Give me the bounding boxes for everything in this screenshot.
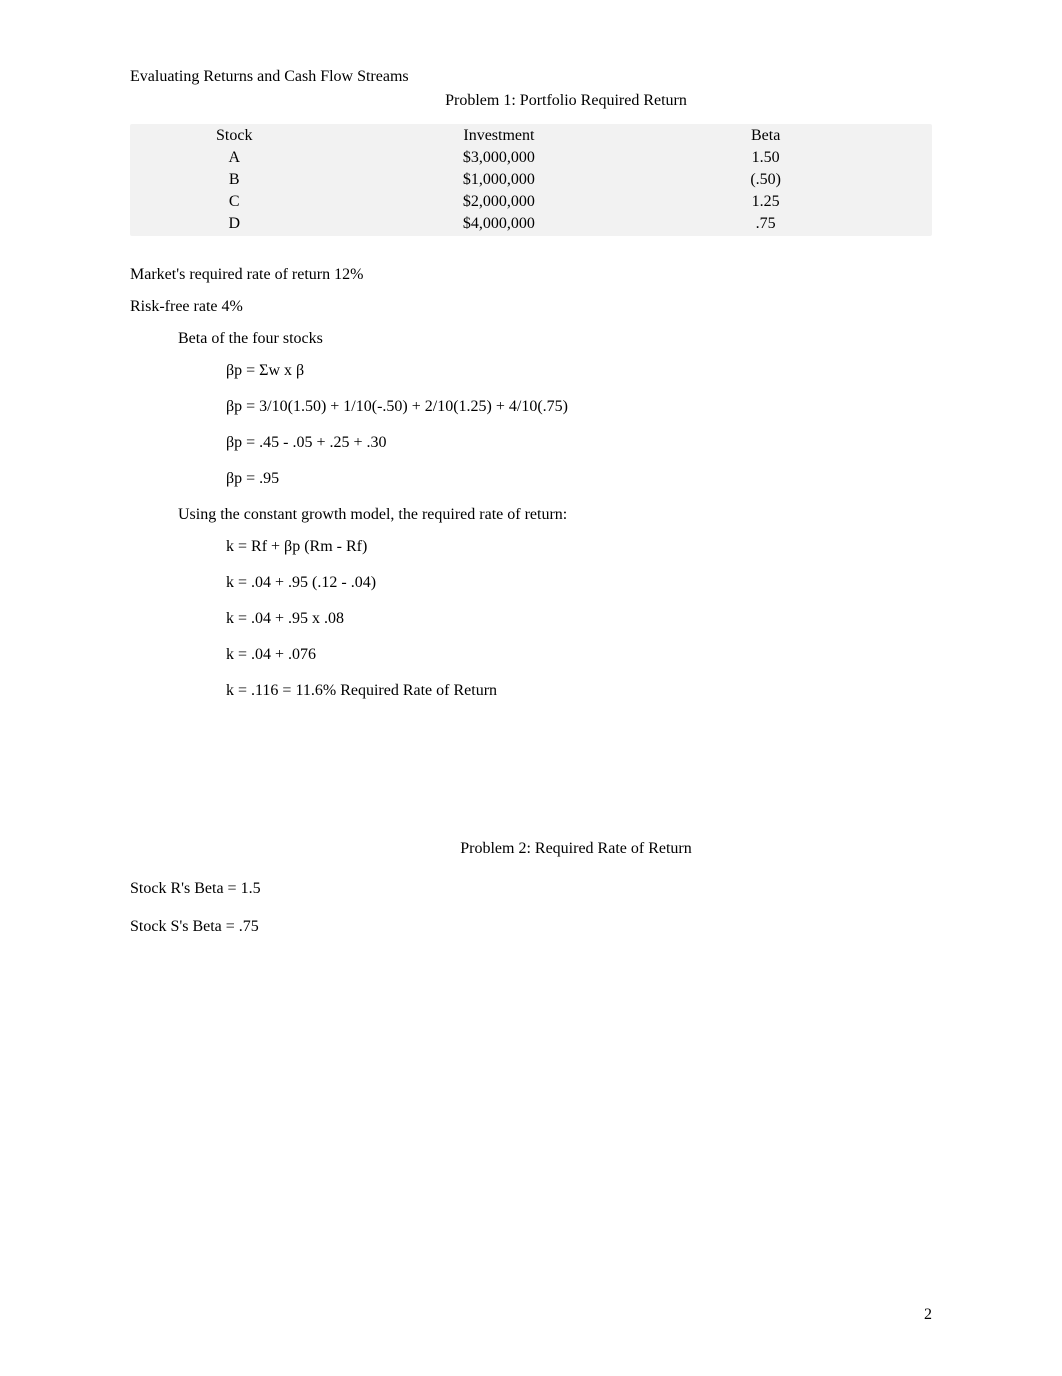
cell-investment: $4,000,000: [339, 214, 660, 234]
capm-equation: k = .04 + .95 (.12 - .04): [130, 574, 932, 592]
document-title: Evaluating Returns and Cash Flow Streams: [130, 68, 932, 86]
capm-heading: Using the constant growth model, the req…: [130, 506, 932, 524]
cell-stock: C: [130, 192, 339, 212]
cell-stock: B: [130, 170, 339, 190]
table-header-row: Stock Investment Beta: [130, 126, 932, 146]
capm-equation: k = .04 + .076: [130, 646, 932, 664]
table-row: B $1,000,000 (.50): [130, 170, 932, 190]
cell-beta: (.50): [659, 170, 932, 190]
cell-investment: $3,000,000: [339, 148, 660, 168]
cell-investment: $2,000,000: [339, 192, 660, 212]
cell-stock: D: [130, 214, 339, 234]
beta-equation: βp = .45 - .05 + .25 + .30: [130, 434, 932, 452]
portfolio-table: Stock Investment Beta A $3,000,000 1.50 …: [130, 124, 932, 236]
risk-free-text: Risk-free rate 4%: [130, 298, 932, 316]
capm-equation: k = .04 + .95 x .08: [130, 610, 932, 628]
col-header-beta: Beta: [659, 126, 932, 146]
table-row: A $3,000,000 1.50: [130, 148, 932, 168]
col-header-investment: Investment: [339, 126, 660, 146]
beta-equation: βp = Σw x β: [130, 362, 932, 380]
col-header-stock: Stock: [130, 126, 339, 146]
beta-equation: βp = 3/10(1.50) + 1/10(-.50) + 2/10(1.25…: [130, 398, 932, 416]
beta-heading: Beta of the four stocks: [130, 330, 932, 348]
page-number: 2: [924, 1306, 932, 1324]
capm-equation: k = Rf + βp (Rm - Rf): [130, 538, 932, 556]
market-return-text: Market's required rate of return 12%: [130, 266, 932, 284]
stock-r-beta: Stock R's Beta = 1.5: [130, 880, 932, 898]
capm-result: k = .116 = 11.6% Required Rate of Return: [130, 682, 932, 700]
cell-beta: .75: [659, 214, 932, 234]
beta-equation: βp = .95: [130, 470, 932, 488]
table-row: D $4,000,000 .75: [130, 214, 932, 234]
cell-beta: 1.50: [659, 148, 932, 168]
cell-investment: $1,000,000: [339, 170, 660, 190]
problem-1-heading: Problem 1: Portfolio Required Return: [130, 92, 932, 110]
cell-beta: 1.25: [659, 192, 932, 212]
cell-stock: A: [130, 148, 339, 168]
problem-2-heading: Problem 2: Required Rate of Return: [130, 840, 932, 858]
table-row: C $2,000,000 1.25: [130, 192, 932, 212]
stock-s-beta: Stock S's Beta = .75: [130, 918, 932, 936]
